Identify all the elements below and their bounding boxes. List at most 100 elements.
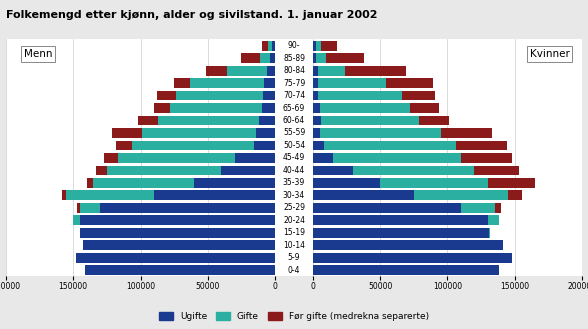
Bar (313, 215, 488, 225)
Bar (419, 116, 449, 125)
Bar (158, 116, 259, 125)
Bar (323, 140, 456, 150)
Bar (100, 203, 275, 213)
Bar (316, 41, 321, 51)
Text: 30-34: 30-34 (283, 191, 305, 200)
Text: 55-59: 55-59 (283, 129, 305, 138)
Text: 25-29: 25-29 (283, 203, 305, 212)
Text: 65-69: 65-69 (283, 104, 305, 113)
Bar (116, 140, 132, 150)
Bar (80, 203, 100, 213)
Bar (142, 128, 256, 138)
Text: 20-24: 20-24 (283, 216, 305, 225)
Bar (107, 165, 221, 175)
Bar (386, 78, 433, 88)
Bar (313, 91, 318, 100)
Text: 85-89: 85-89 (283, 54, 305, 63)
Bar (318, 91, 402, 100)
Bar (461, 203, 495, 213)
Bar (313, 178, 380, 188)
Bar (353, 165, 475, 175)
Bar (62, 190, 66, 200)
Bar (206, 66, 227, 76)
Legend: Ugifte, Gifte, Før gifte (medrekna separerte): Ugifte, Gifte, Før gifte (medrekna separ… (156, 308, 432, 324)
Bar (80, 228, 275, 238)
Text: 15-19: 15-19 (283, 228, 305, 237)
Text: 45-49: 45-49 (283, 153, 305, 163)
Bar (321, 116, 419, 125)
Bar (86, 178, 93, 188)
Text: 60-64: 60-64 (283, 116, 305, 125)
Bar (313, 66, 318, 76)
Bar (260, 53, 270, 63)
Bar (313, 203, 461, 213)
Text: 70-74: 70-74 (283, 91, 305, 100)
Bar (263, 91, 275, 100)
Bar (320, 128, 441, 138)
Bar (316, 53, 326, 63)
Bar (333, 153, 461, 163)
Bar (318, 66, 345, 76)
Bar (508, 190, 522, 200)
Bar (112, 128, 142, 138)
Text: 40-44: 40-44 (283, 166, 305, 175)
Bar (441, 128, 492, 138)
Bar (380, 178, 488, 188)
Bar (313, 140, 323, 150)
Bar (268, 41, 272, 51)
Bar (313, 228, 489, 238)
Bar (170, 103, 262, 113)
Bar (66, 190, 154, 200)
Bar (318, 78, 386, 88)
Bar (313, 103, 320, 113)
Bar (414, 190, 508, 200)
Bar (242, 53, 260, 63)
Bar (272, 41, 275, 51)
Text: Kvinner: Kvinner (530, 49, 570, 59)
Text: Menn: Menn (24, 49, 52, 59)
Bar (154, 190, 275, 200)
Bar (313, 165, 353, 175)
Bar (221, 165, 275, 175)
Bar (313, 240, 503, 250)
Bar (176, 91, 263, 100)
Bar (96, 165, 107, 175)
Bar (195, 178, 275, 188)
Bar (488, 215, 499, 225)
Text: 80-84: 80-84 (283, 66, 305, 75)
Bar (265, 78, 275, 88)
Bar (83, 240, 275, 250)
Bar (259, 116, 275, 125)
Bar (154, 103, 170, 113)
Bar (85, 265, 275, 275)
Bar (313, 128, 320, 138)
Bar (262, 41, 268, 51)
Bar (461, 153, 512, 163)
Bar (313, 265, 499, 275)
Bar (321, 41, 337, 51)
Bar (267, 66, 275, 76)
Bar (77, 203, 80, 213)
Bar (73, 215, 80, 225)
Bar (227, 66, 267, 76)
Bar (495, 203, 502, 213)
Bar (270, 53, 275, 63)
Bar (313, 253, 512, 263)
Bar (456, 140, 507, 150)
Bar (235, 153, 275, 163)
Bar (132, 140, 253, 150)
Text: 75-79: 75-79 (283, 79, 305, 88)
Bar (256, 128, 275, 138)
Bar (313, 153, 333, 163)
Text: 10-14: 10-14 (283, 241, 305, 250)
Bar (488, 178, 535, 188)
Bar (313, 190, 414, 200)
Bar (80, 215, 275, 225)
Bar (118, 153, 235, 163)
Text: Folkemengd etter kjønn, alder og sivilstand. 1. januar 2002: Folkemengd etter kjønn, alder og sivilst… (6, 10, 377, 20)
Bar (313, 41, 316, 51)
Bar (402, 91, 435, 100)
Bar (174, 78, 191, 88)
Bar (475, 165, 519, 175)
Bar (262, 103, 275, 113)
